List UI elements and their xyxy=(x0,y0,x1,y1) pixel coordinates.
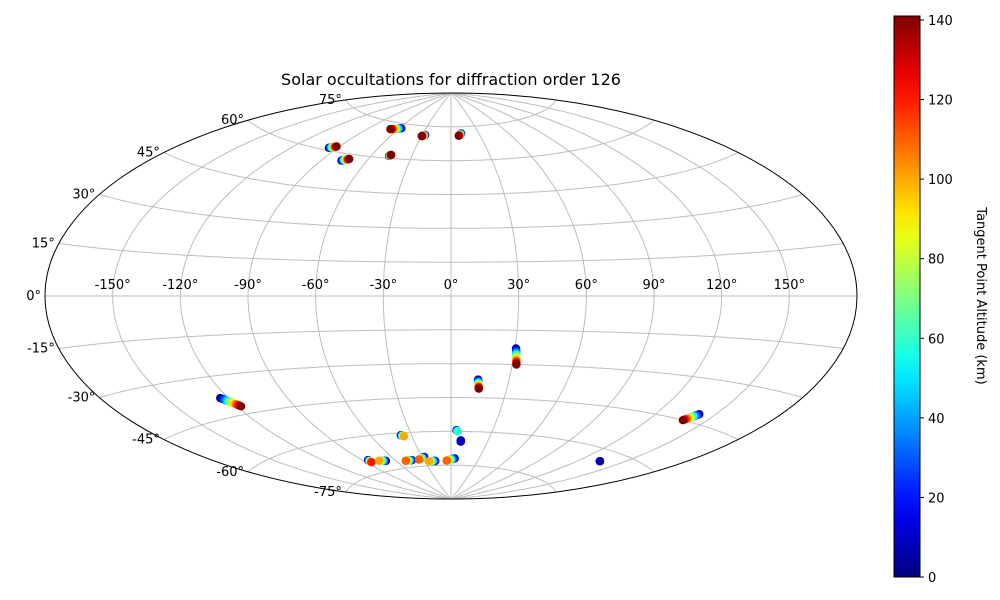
colorbar-ticks: 0 20 40 60 80 100 120 140 xyxy=(920,14,953,586)
occultation-point xyxy=(414,455,424,464)
parallel-line xyxy=(345,99,557,128)
colorbar-tick-label: 80 xyxy=(928,253,945,268)
colorbar-tick-label: 40 xyxy=(928,412,945,427)
latitude-tick-label: 30° xyxy=(72,188,95,203)
latitude-tick-label: 75° xyxy=(319,93,342,108)
parallel-line xyxy=(345,464,557,493)
colorbar-tick-label: 140 xyxy=(928,14,953,29)
latitude-tick-labels: 75° 60° 45° 30° 15° 0° -15° -30° -45° -60° -75° xyxy=(26,93,342,500)
latitude-tick-label: 60° xyxy=(221,113,244,128)
colorbar xyxy=(893,15,921,578)
occultation-point xyxy=(678,416,688,425)
occultation-point xyxy=(236,402,246,411)
colorbar-tick-label: 60 xyxy=(928,332,945,347)
map-boundary xyxy=(44,92,858,500)
occultation-point xyxy=(456,437,465,446)
longitude-tick-label: 30° xyxy=(507,278,530,293)
latitude-tick-label: -45° xyxy=(132,433,160,448)
occultation-point xyxy=(474,384,483,393)
occultation-point xyxy=(512,360,521,369)
parallel-line xyxy=(247,119,655,162)
longitude-tick-label: 150° xyxy=(774,278,805,293)
latitude-tick-label: 15° xyxy=(32,236,55,251)
colorbar-label: Tangent Point Altitude (km) xyxy=(973,206,988,384)
longitude-tick-label: -120° xyxy=(162,278,198,293)
latitude-tick-label: 45° xyxy=(137,145,160,160)
parallel-line xyxy=(247,430,655,473)
longitude-tick-label: -30° xyxy=(369,278,397,293)
latitude-tick-label: -60° xyxy=(216,465,244,480)
occultation-point xyxy=(401,456,410,465)
longitude-tick-label: 60° xyxy=(575,278,598,293)
colorbar-tick-label: 100 xyxy=(928,173,953,188)
chart-title: Solar occultations for diffraction order… xyxy=(281,70,621,89)
occultation-point xyxy=(417,131,426,141)
occultation-point xyxy=(367,458,376,467)
occultation-point xyxy=(595,457,605,466)
longitude-tick-label: 0° xyxy=(444,278,459,293)
parallel-line xyxy=(163,397,739,440)
parallel-line xyxy=(163,152,739,195)
colorbar-tick-label: 20 xyxy=(928,491,945,506)
occultation-point xyxy=(345,154,354,164)
occultation-point xyxy=(386,150,396,160)
colorbar-tick-label: 120 xyxy=(928,94,953,109)
colorbar-tick-label: 0 xyxy=(928,571,936,586)
longitude-tick-label: 90° xyxy=(642,278,665,293)
graticule xyxy=(45,93,857,499)
latitude-tick-label: -75° xyxy=(314,485,342,500)
occultation-point xyxy=(332,142,341,151)
parallel-line xyxy=(99,194,803,229)
occultation-point xyxy=(442,456,451,465)
occultation-point xyxy=(386,125,395,134)
occultation-points xyxy=(216,124,704,467)
longitude-tick-label: -60° xyxy=(302,278,330,293)
latitude-tick-label: -30° xyxy=(68,391,96,406)
parallel-line xyxy=(58,243,844,263)
occultation-point xyxy=(375,456,384,465)
latitude-tick-label: 0° xyxy=(26,289,41,304)
occultation-point xyxy=(424,457,434,466)
longitude-tick-label: 120° xyxy=(706,278,737,293)
longitude-tick-label: -150° xyxy=(95,278,131,293)
occultation-point xyxy=(399,432,409,441)
parallel-line xyxy=(58,329,844,349)
longitude-tick-label: -90° xyxy=(234,278,262,293)
latitude-tick-label: -15° xyxy=(27,342,55,357)
occultation-point xyxy=(454,131,463,140)
longitude-tick-labels: -150° -120° -90° -60° -30° 0° 30° 60° 90° 120° 150… xyxy=(95,278,805,293)
parallel-line xyxy=(99,363,803,398)
occultation-point xyxy=(453,427,462,436)
